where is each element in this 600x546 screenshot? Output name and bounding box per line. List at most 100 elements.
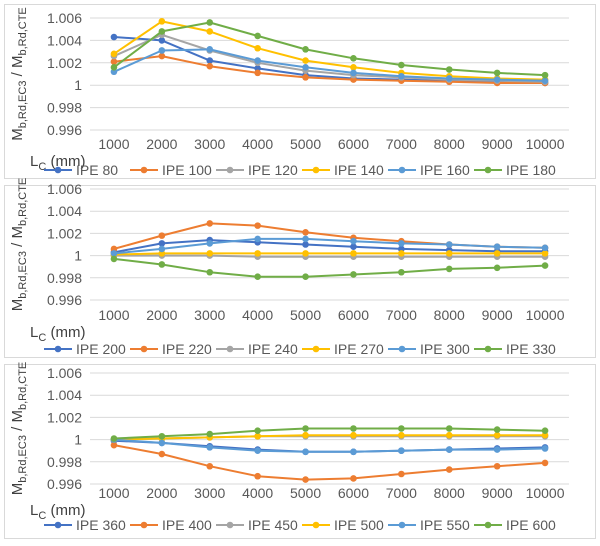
x-axis-label-main: L [30, 324, 38, 341]
x-tick-label: 8000 [434, 136, 465, 152]
y-axis-label-main: M [9, 483, 26, 496]
y-tick-label: 1 [74, 77, 82, 93]
data-point [158, 232, 166, 239]
y-tick-label: 0.996 [47, 292, 82, 308]
data-point [493, 69, 501, 77]
series-ipe-550 [110, 436, 549, 456]
data-point [254, 472, 261, 480]
series-line [114, 254, 545, 258]
x-tick-label: 10000 [526, 485, 565, 501]
data-point [206, 462, 214, 470]
series-line [113, 427, 546, 440]
x-tick-label: 1000 [98, 485, 129, 501]
data-point [445, 265, 453, 273]
data-point [254, 69, 261, 77]
data-point [158, 432, 166, 440]
legend-entry: IPE 270 [302, 341, 384, 357]
data-point [541, 445, 549, 452]
legend-swatch-marker [398, 521, 406, 529]
data-point [206, 57, 214, 64]
data-point [445, 241, 453, 248]
data-point [398, 425, 405, 432]
data-point [350, 431, 357, 439]
data-point [254, 32, 261, 40]
y-tick-label: 1.004 [47, 203, 82, 219]
legend-entry: IPE 330 [474, 341, 556, 357]
data-point [493, 243, 501, 251]
y-axis-label: Mb,Rd,EC3 / Mb,Rd,CTE [9, 362, 29, 496]
data-point [445, 425, 453, 432]
y-axis-label-sub: b,Rd,EC3 [17, 251, 29, 299]
legend-label: IPE 220 [162, 341, 212, 357]
data-point [302, 448, 309, 456]
y-axis-label-main: M [9, 299, 26, 312]
x-tick-label: 3000 [194, 485, 225, 501]
legend-label: IPE 500 [334, 517, 384, 533]
series-line [113, 252, 545, 256]
data-point [493, 462, 501, 470]
data-point [445, 75, 453, 82]
legend-swatch-marker [140, 166, 148, 174]
data-point [110, 255, 118, 263]
data-point [350, 250, 357, 257]
x-axis-label: LC (mm) [30, 502, 85, 522]
x-axis-label-unit: (mm) [46, 324, 85, 341]
y-axis-label: Mb,Rd,EC3 / Mb,Rd,CTE [9, 7, 29, 141]
data-point [398, 268, 405, 276]
legend-label: IPE 200 [76, 341, 126, 357]
legend-swatch-marker [312, 345, 320, 353]
x-tick-label: 1000 [98, 136, 129, 152]
legend-label: IPE 600 [506, 517, 556, 533]
data-point [398, 240, 405, 247]
y-axis-label-sub: b,Rd,CTE [17, 362, 29, 410]
data-point [350, 69, 357, 77]
x-tick-label: 4000 [242, 485, 273, 501]
y-tick-label: 0.998 [47, 100, 82, 116]
data-point [254, 250, 261, 257]
legend-swatch-marker [312, 166, 320, 174]
legend-swatch-marker [226, 166, 234, 174]
data-point [110, 33, 118, 41]
x-tick-label: 3000 [194, 136, 225, 152]
legend-swatch-marker [226, 521, 234, 529]
data-point [110, 435, 118, 442]
x-tick-label: 9000 [482, 136, 513, 152]
legend-label: IPE 550 [420, 517, 470, 533]
legend-entry: IPE 300 [388, 341, 470, 357]
legend-entry: IPE 140 [302, 162, 384, 178]
legend-entry: IPE 80 [44, 162, 118, 178]
series-line [113, 257, 546, 278]
data-point [254, 273, 261, 280]
x-axis-label-main: L [30, 153, 38, 170]
data-point [254, 235, 261, 243]
data-point [254, 222, 261, 229]
x-axis-label-sub: C [38, 332, 46, 344]
data-point [302, 241, 309, 248]
series-ipe-400 [110, 441, 549, 483]
data-point [445, 66, 453, 73]
chart-panel-2: 0.996 0.998 1 1.002 1.004 1.006 1000 2000 3000 40… [4, 178, 596, 358]
y-axis-label-main: M [9, 128, 26, 141]
data-point [206, 430, 214, 438]
data-point [302, 273, 309, 280]
y-tick-label: 1.002 [47, 225, 82, 241]
x-tick-label: 10000 [526, 307, 565, 323]
legend-swatch-marker [484, 166, 492, 174]
data-point [302, 425, 309, 432]
data-point [445, 466, 453, 473]
x-tick-label: 7000 [386, 485, 417, 501]
x-tick-label: 8000 [434, 307, 465, 323]
data-point [398, 61, 405, 69]
series-line [113, 237, 546, 255]
data-point [350, 237, 357, 245]
x-tick-label: 5000 [290, 485, 321, 501]
legend-entry: IPE 600 [474, 517, 556, 533]
legend-swatch-marker [140, 345, 148, 353]
data-point [302, 63, 309, 71]
data-point [206, 240, 214, 247]
y-tick-label: 0.998 [47, 454, 82, 470]
y-tick-label: 1.004 [47, 387, 82, 403]
data-point [493, 264, 501, 272]
data-point [158, 450, 166, 458]
